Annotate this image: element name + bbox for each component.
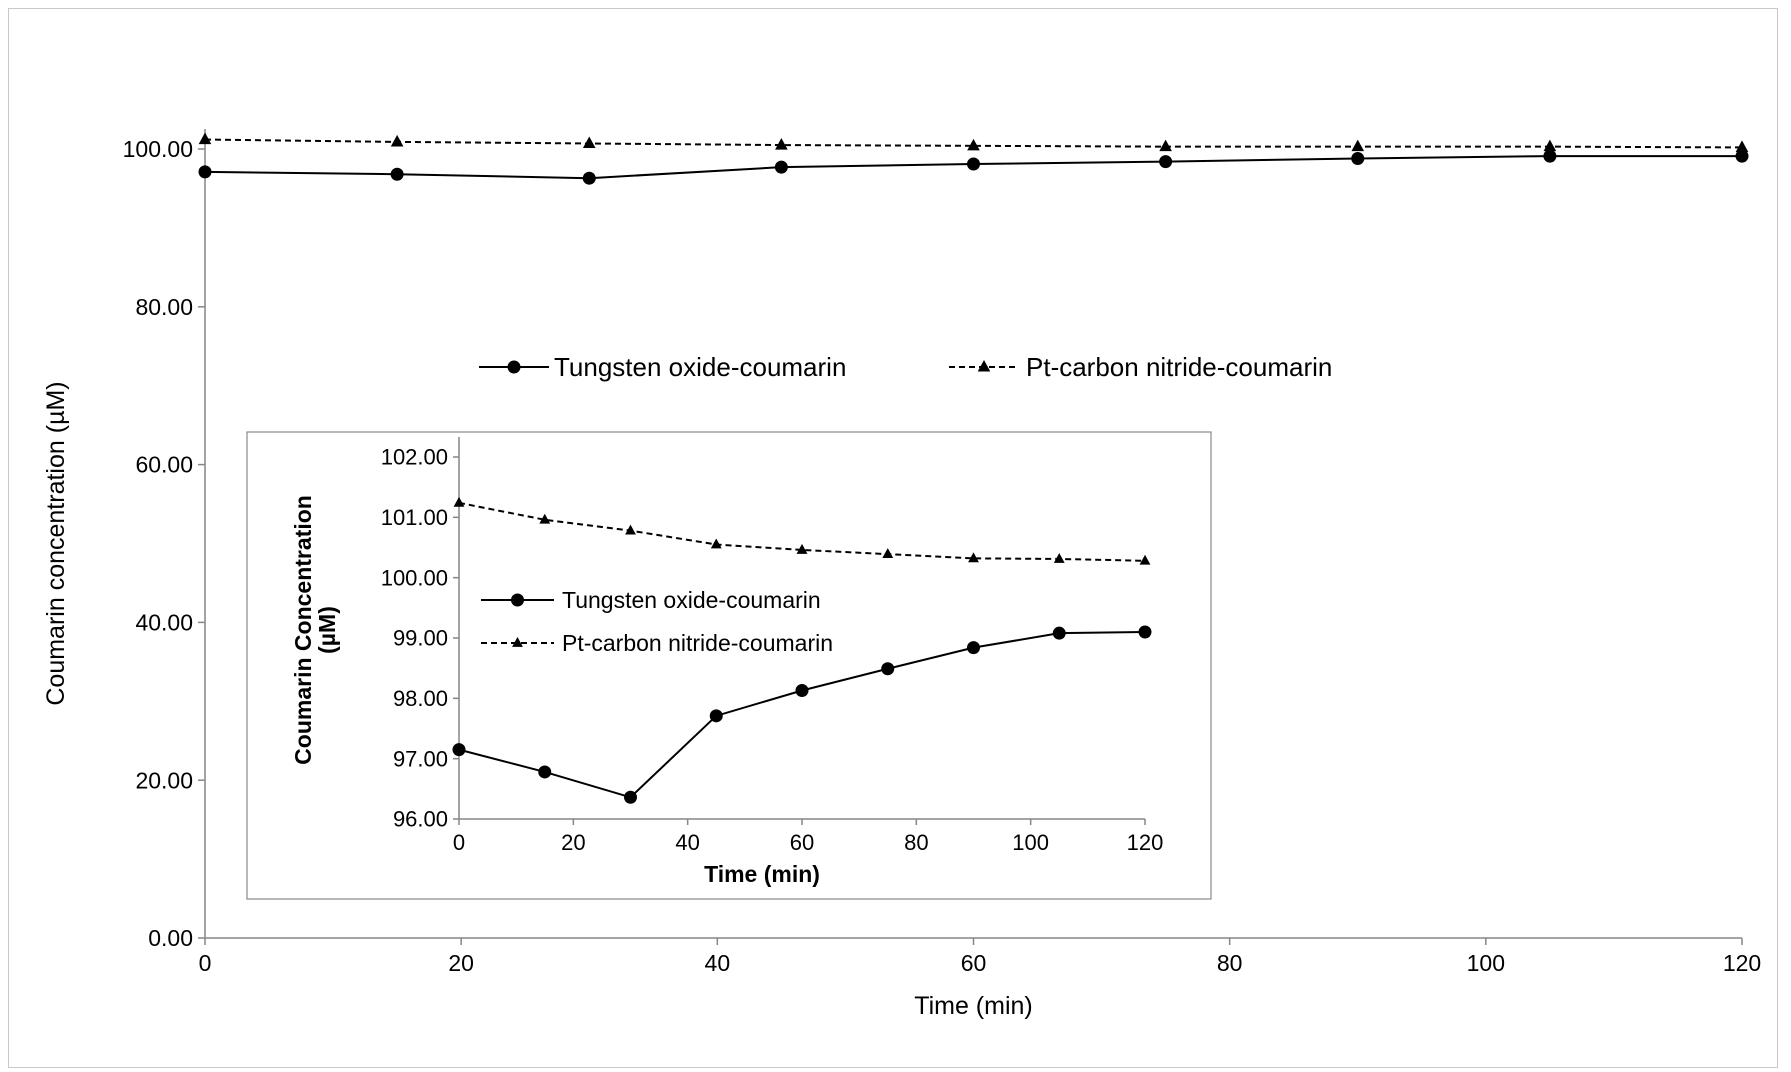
main-legend-label-tungsten: Tungsten oxide-coumarin xyxy=(554,352,846,382)
main-data-point-pt-carbon xyxy=(582,136,596,149)
inset-x-tick-label: 100 xyxy=(1012,830,1049,855)
inset-data-point-pt-carbon xyxy=(796,543,808,554)
inset-x-tick-label: 60 xyxy=(790,830,814,855)
inset-x-tick-label: 120 xyxy=(1127,830,1164,855)
main-x-tick-label: 40 xyxy=(705,950,731,976)
main-y-tick-label: 60.00 xyxy=(135,452,193,478)
inset-series-line-pt-carbon xyxy=(458,501,1146,562)
main-x-axis-label: Time (min) xyxy=(914,992,1033,1020)
inset-y-tick-label: 97.00 xyxy=(393,746,448,771)
main-data-point-pt-carbon xyxy=(1543,139,1557,152)
main-data-point-tungsten xyxy=(1159,155,1173,169)
inset-data-point-tungsten xyxy=(1052,626,1066,640)
main-y-tick-label: 40.00 xyxy=(135,609,193,635)
main-data-point-tungsten xyxy=(390,167,404,181)
main-data-point-tungsten xyxy=(1543,149,1557,163)
inset-data-point-pt-carbon xyxy=(882,548,894,559)
inset-data-point-tungsten xyxy=(881,662,895,676)
inset-y-tick-label: 98.00 xyxy=(393,686,448,711)
inset-data-point-pt-carbon xyxy=(710,538,722,549)
inset-legend-marker-tungsten xyxy=(511,593,524,607)
inset-data-point-tungsten xyxy=(1138,625,1152,639)
main-data-point-pt-carbon xyxy=(390,134,404,147)
main-y-tick-label: 0.00 xyxy=(148,925,193,951)
main-chart: 0.00 20.00 40.00 60.00 80.00 100.00 0 20 40 60 80 1… xyxy=(42,129,1761,1020)
main-y-tick-label: 20.00 xyxy=(135,767,193,793)
main-legend: Tungsten oxide-coumarin Pt-carbon nitride… xyxy=(479,352,1332,382)
inset-legend: Tungsten oxide-coumarin Pt-carbon nitride… xyxy=(481,587,833,656)
inset-data-point-pt-carbon xyxy=(625,524,636,535)
inset-y-axis-label: Coumarin Concentration(µM) xyxy=(290,495,340,765)
main-x-tick-label: 80 xyxy=(1217,950,1243,976)
main-data-point-tungsten xyxy=(1351,151,1365,165)
main-data-point-tungsten xyxy=(198,165,212,179)
inset-data-point-tungsten xyxy=(967,641,980,655)
main-data-point-tungsten xyxy=(774,160,788,174)
inset-data-point-pt-carbon xyxy=(1053,552,1065,563)
main-series-line-pt-carbon xyxy=(204,138,1743,149)
main-x-tick-label: 20 xyxy=(448,950,474,976)
inset-x-axis-label: Time (min) xyxy=(704,861,820,887)
main-data-point-pt-carbon xyxy=(198,132,212,145)
inset-x-tick-label: 0 xyxy=(453,830,465,855)
main-data-point-tungsten xyxy=(582,171,596,185)
main-x-tick-label: 0 xyxy=(199,950,212,976)
inset-data-point-tungsten xyxy=(452,743,466,757)
inset-y-axis-label-line: Coumarin Concentration xyxy=(290,495,316,765)
inset-x-tick-label: 20 xyxy=(561,830,585,855)
main-x-tick-label: 60 xyxy=(961,950,987,976)
inset-y-tick-label: 99.00 xyxy=(393,626,448,651)
inset-y-tick-label: 100.00 xyxy=(381,565,448,590)
inset-chart: 96.00 97.00 98.00 99.00 100.00 101.00 102.00 0 2… xyxy=(246,431,1212,900)
main-x-tick-label: 120 xyxy=(1723,950,1761,976)
inset-x-tick-label: 40 xyxy=(675,830,699,855)
inset-y-tick-label: 101.00 xyxy=(381,505,448,530)
main-y-tick-label: 80.00 xyxy=(135,294,193,320)
chart-frame: 0.00 20.00 40.00 60.00 80.00 100.00 0 20 40 60 80 1… xyxy=(8,8,1778,1068)
main-y-tick-label: 100.00 xyxy=(123,136,193,162)
inset-data-point-pt-carbon xyxy=(968,552,979,563)
inset-legend-label-tungsten: Tungsten oxide-coumarin xyxy=(562,587,821,613)
main-legend-marker-pt-carbon xyxy=(977,360,991,372)
main-data-point-pt-carbon xyxy=(1735,140,1749,152)
main-data-point-tungsten xyxy=(967,157,980,171)
main-data-point-pt-carbon xyxy=(775,138,788,150)
main-data-point-tungsten xyxy=(1735,149,1749,163)
main-x-tick-label: 100 xyxy=(1467,950,1505,976)
inset-x-tick-label: 80 xyxy=(904,830,928,855)
inset-data-point-tungsten xyxy=(624,790,637,804)
inset-y-axis-label-line: (µM) xyxy=(314,606,340,654)
inset-data-point-tungsten xyxy=(709,709,723,723)
main-y-axis-label: Coumarin concentration (µM) xyxy=(42,381,70,705)
inset-data-point-pt-carbon xyxy=(539,513,551,524)
inset-data-point-tungsten xyxy=(795,683,809,697)
main-data-point-pt-carbon xyxy=(1351,139,1365,152)
inset-data-point-pt-carbon xyxy=(453,496,465,507)
inset-data-point-tungsten xyxy=(538,765,552,779)
inset-legend-marker-pt-carbon xyxy=(512,637,523,647)
main-legend-marker-tungsten xyxy=(507,360,521,374)
inset-data-point-pt-carbon xyxy=(1139,554,1151,565)
inset-plot-box xyxy=(246,431,1212,900)
inset-y-tick-label: 96.00 xyxy=(393,807,448,832)
main-data-point-pt-carbon xyxy=(1159,139,1172,152)
main-data-point-pt-carbon xyxy=(967,138,980,151)
chart-svg: 0.00 20.00 40.00 60.00 80.00 100.00 0 20 40 60 80 1… xyxy=(42,129,1761,1020)
main-legend-label-pt-carbon: Pt-carbon nitride-coumarin xyxy=(1026,352,1332,382)
inset-legend-label-pt-carbon: Pt-carbon nitride-coumarin xyxy=(562,630,833,656)
inset-y-tick-label: 102.00 xyxy=(381,445,448,470)
